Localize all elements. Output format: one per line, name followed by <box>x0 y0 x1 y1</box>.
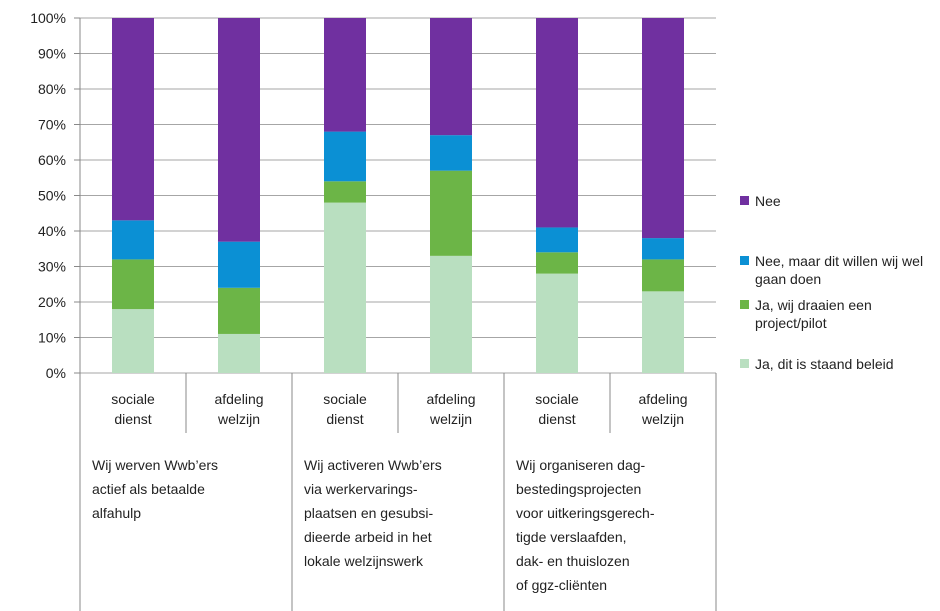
bar-segment <box>536 227 578 253</box>
legend-label: Nee, maar dit willen wij wel gaan doen <box>755 253 924 287</box>
x-tick-label-line: afdeling <box>638 391 687 407</box>
legend-swatch <box>740 256 749 265</box>
legend-label: Ja, wij draaien een project/pilot <box>755 297 872 331</box>
bar-segment <box>536 18 578 228</box>
bar-segment <box>430 18 472 136</box>
group-label: Wij activeren Wwb’ers <box>304 457 442 473</box>
x-tick-label-line: afdeling <box>214 391 263 407</box>
x-tick-label-line: dienst <box>326 411 363 427</box>
bar-segment <box>112 220 154 260</box>
bar-segment <box>430 170 472 256</box>
x-tick-label: sociale dienst <box>535 391 579 427</box>
group-label: dieerde arbeid in het <box>304 529 432 545</box>
bar-segment <box>112 309 154 373</box>
bar-segment <box>324 18 366 132</box>
bar-segment <box>642 18 684 239</box>
group-label: alfahulp <box>92 505 141 521</box>
bar-segment <box>642 291 684 373</box>
y-tick-label: 20% <box>38 294 66 310</box>
y-tick-label: 50% <box>38 188 66 204</box>
y-tick-label: 90% <box>38 46 66 62</box>
bar-segment <box>536 252 578 274</box>
bar-segment <box>430 255 472 373</box>
x-tick-label: afdeling welzijn <box>638 391 687 427</box>
legend-swatch <box>740 300 749 309</box>
bar-segment <box>218 18 260 242</box>
group-label: lokale welzijnswerk <box>304 553 424 569</box>
x-tick-label: afdeling welzijn <box>426 391 475 427</box>
y-tick-label: 60% <box>38 152 66 168</box>
legend-label: Nee <box>755 193 781 209</box>
y-tick-label: 80% <box>38 81 66 97</box>
bar-segment <box>324 181 366 203</box>
bar-segment <box>112 18 154 221</box>
group-label: actief als betaalde <box>92 481 205 497</box>
group-label: Wij organiseren dag- <box>516 457 646 473</box>
legend-item: Ja, dit is staand beleid <box>740 355 935 373</box>
bar-segment <box>642 259 684 292</box>
x-tick-label-line: sociale <box>323 391 367 407</box>
bar-segment <box>642 238 684 260</box>
x-tick-label-line: sociale <box>535 391 579 407</box>
legend-item: Ja, wij draaien een project/pilot <box>740 296 935 332</box>
group-label: Wij werven Wwb’ers <box>92 457 218 473</box>
bar-segment <box>218 287 260 334</box>
legend-item: Nee, maar dit willen wij wel gaan doen <box>740 252 935 288</box>
bar-segment <box>536 273 578 373</box>
y-tick-label: 30% <box>38 259 66 275</box>
bar-segment <box>218 333 260 373</box>
legend-swatch <box>740 359 749 368</box>
group-label: dak- en thuislozen <box>516 553 630 569</box>
x-tick-label: afdeling welzijn <box>214 391 263 427</box>
y-tick-label: 40% <box>38 223 66 239</box>
y-tick-label: 10% <box>38 330 66 346</box>
x-tick-label-line: afdeling <box>426 391 475 407</box>
y-tick-label: 70% <box>38 117 66 133</box>
bar-segment <box>218 241 260 288</box>
x-tick-label-line: welzijn <box>641 411 684 427</box>
group-label: of ggz-cliënten <box>516 577 607 593</box>
bar-segment <box>430 135 472 171</box>
x-tick-label-line: welzijn <box>429 411 472 427</box>
group-label: plaatsen en gesubsi- <box>304 505 434 521</box>
group-label: voor uitkeringsgerech- <box>516 505 655 521</box>
x-tick-label: sociale dienst <box>323 391 367 427</box>
y-tick-label: 0% <box>46 365 66 381</box>
bar-segment <box>112 259 154 310</box>
x-tick-label-line: dienst <box>538 411 575 427</box>
x-tick-label-line: welzijn <box>217 411 260 427</box>
group-label: bestedingsprojecten <box>516 481 641 497</box>
x-tick-label-line: dienst <box>114 411 151 427</box>
x-tick-label-line: sociale <box>111 391 155 407</box>
legend-item: Nee <box>740 192 935 210</box>
legend-label: Ja, dit is staand beleid <box>755 356 894 372</box>
group-label: via werkervarings- <box>304 481 418 497</box>
group-label: tigde verslaafden, <box>516 529 627 545</box>
bar-segment <box>324 131 366 182</box>
y-tick-label: 100% <box>30 10 66 26</box>
bar-segment <box>324 202 366 373</box>
x-tick-label: sociale dienst <box>111 391 155 427</box>
legend-swatch <box>740 196 749 205</box>
